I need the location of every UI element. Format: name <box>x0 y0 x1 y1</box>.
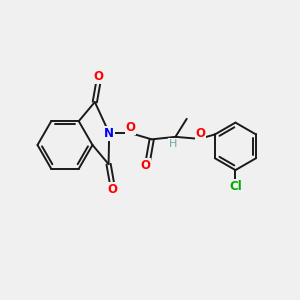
Text: O: O <box>107 183 117 196</box>
Text: O: O <box>140 159 150 172</box>
Text: O: O <box>195 127 206 140</box>
Text: O: O <box>125 121 135 134</box>
Text: O: O <box>94 70 103 83</box>
Text: N: N <box>104 127 114 140</box>
Text: Cl: Cl <box>229 180 242 193</box>
Text: H: H <box>169 139 178 149</box>
